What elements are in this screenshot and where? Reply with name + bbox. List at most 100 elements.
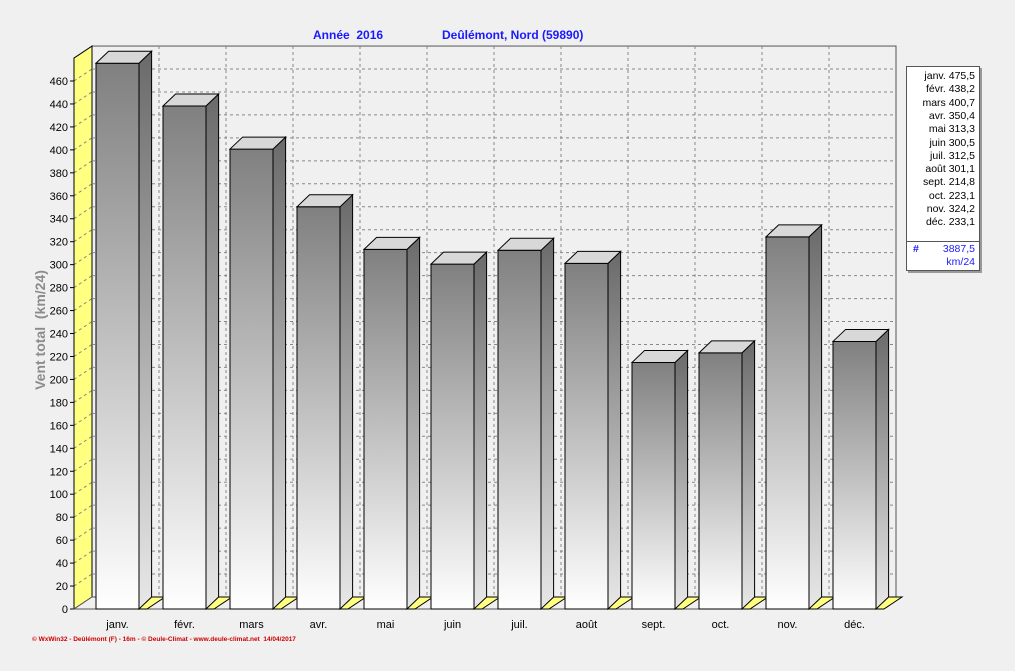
- bar-top: [764, 224, 823, 238]
- legend-entry: févr. 438,2: [925, 83, 975, 96]
- bar-top: [295, 194, 354, 208]
- y-tick-label: 200: [50, 374, 68, 386]
- y-gridline-side: [73, 344, 93, 357]
- x-tick-label: juil.: [510, 619, 528, 631]
- bar-top: [630, 349, 689, 363]
- x-tick-label: févr.: [174, 619, 195, 631]
- bar-top: [563, 250, 622, 264]
- y-gridline-side: [73, 206, 93, 220]
- bar-side: [741, 339, 756, 611]
- bar-top: [697, 340, 756, 354]
- bar-side: [138, 50, 153, 611]
- bar-nov: [764, 223, 823, 611]
- y-gridline-side: [73, 481, 93, 495]
- bar-side: [674, 349, 689, 611]
- bar-avr: [295, 193, 354, 611]
- x-tick-label: déc.: [844, 619, 865, 631]
- bar-side: [406, 236, 421, 611]
- y-tick-label: 260: [50, 306, 68, 318]
- y-gridline-side: [73, 504, 93, 518]
- bar-aot: [563, 250, 622, 611]
- legend-entry: déc. 233,1: [925, 216, 975, 229]
- bar-side: [607, 250, 622, 611]
- y-tick-label: 60: [56, 535, 68, 547]
- y-tick-label: 180: [50, 397, 68, 409]
- bar-top: [362, 236, 421, 250]
- bar-side: [540, 237, 555, 611]
- bar-front: [229, 148, 274, 610]
- bar-front: [832, 340, 877, 610]
- bar-front: [296, 206, 341, 610]
- y-gridline-side: [73, 183, 93, 197]
- y-tick-label: 400: [50, 145, 68, 157]
- chart-title-station: Deûlémont, Nord (59890): [442, 28, 584, 42]
- y-tick-label: 360: [50, 191, 68, 203]
- y-tick-label: 20: [56, 581, 68, 593]
- bar-front: [162, 105, 207, 610]
- y-tick-label: 100: [50, 489, 68, 501]
- x-tick-label: août: [576, 619, 597, 631]
- legend-entry: oct. 223,1: [928, 189, 975, 202]
- y-tick-label: 0: [62, 604, 68, 616]
- y-gridline-side: [73, 252, 93, 266]
- y-gridline-side: [73, 91, 93, 105]
- bar-janv: [94, 50, 153, 611]
- y-gridline-side: [73, 389, 93, 403]
- bar-front: [363, 248, 408, 610]
- y-tick-label: 320: [50, 237, 68, 249]
- legend-entry: nov. 324,2: [926, 203, 975, 215]
- legend-entry: janv. 475,5: [924, 70, 975, 82]
- x-tick-label: oct.: [712, 619, 730, 631]
- y-gridline-side: [73, 114, 93, 128]
- x-tick-label: juin: [443, 619, 461, 631]
- bar-top: [429, 251, 488, 265]
- bar-front: [430, 263, 475, 610]
- y-tick-label: 420: [50, 122, 68, 134]
- legend-entry: mai 313,3: [928, 123, 975, 136]
- y-gridline-side: [73, 412, 93, 426]
- legend-entry: avr. 350,4: [928, 109, 975, 122]
- y-tick-label: 460: [50, 76, 68, 88]
- bar-juil: [496, 237, 555, 611]
- y-tick-label: 300: [50, 260, 68, 272]
- y-tick-label: 240: [50, 329, 68, 341]
- y-gridline-side: [73, 68, 93, 82]
- y-gridline-side: [73, 321, 93, 334]
- bar-side: [473, 250, 488, 611]
- legend-total-unit: km/24: [946, 256, 975, 268]
- bar-oct: [697, 339, 756, 611]
- y-gridline-side: [73, 367, 93, 380]
- legend-entry: août 301,1: [925, 163, 975, 176]
- bar-mars: [228, 135, 287, 611]
- y-gridline-side: [73, 298, 93, 311]
- y-gridline-side: [73, 137, 93, 151]
- x-tick-label: avr.: [310, 619, 328, 631]
- bar-front: [497, 249, 542, 610]
- y-tick-label: 380: [50, 168, 68, 180]
- y-gridline-side: [73, 229, 93, 243]
- bar-side: [272, 135, 287, 611]
- bar-front: [631, 361, 676, 610]
- legend-entry: sept. 214,8: [923, 176, 975, 189]
- legend-total-symbol: #: [913, 243, 919, 255]
- bar-top: [496, 237, 555, 251]
- x-tick-label: janv.: [105, 619, 128, 631]
- bar-front: [95, 62, 140, 610]
- bar-top: [831, 328, 890, 342]
- footer-copyright: © WxWin32 - Deûlémont (F) - 16m - © Deul…: [32, 636, 296, 643]
- y-gridline-side: [73, 573, 93, 587]
- bar-side: [339, 193, 354, 611]
- legend-total-value: 3887,5: [942, 243, 975, 255]
- y-tick-label: 280: [50, 283, 68, 295]
- bar-side: [875, 328, 890, 611]
- x-tick-label: sept.: [642, 619, 666, 631]
- y-tick-label: 220: [50, 351, 68, 363]
- bar-side: [808, 223, 823, 611]
- bar-top: [94, 50, 153, 64]
- x-tick-label: nov.: [778, 619, 798, 631]
- bar-top: [161, 93, 220, 107]
- bar-front: [698, 352, 743, 610]
- bar-mai: [362, 236, 421, 611]
- legend-entry: juil. 312,5: [930, 149, 975, 162]
